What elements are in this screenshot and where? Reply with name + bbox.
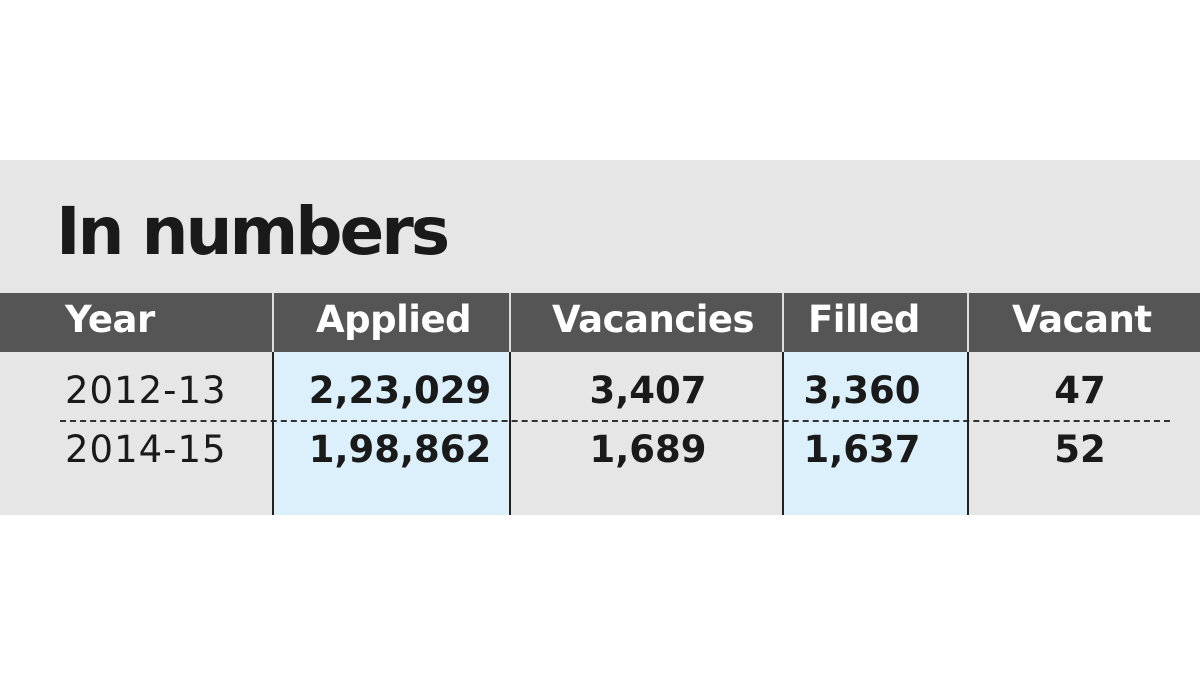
value-cell: 3,407 xyxy=(589,369,707,412)
column-divider xyxy=(782,293,784,515)
value-cell: 1,637 xyxy=(803,428,921,471)
highlight-column xyxy=(273,352,509,515)
year-cell: 2012-13 xyxy=(65,369,227,412)
title: In numbers xyxy=(56,193,450,270)
highlight-column xyxy=(783,352,967,515)
row-divider xyxy=(60,420,1170,422)
column-header: Vacancies xyxy=(552,298,755,341)
header-divider xyxy=(782,293,784,352)
value-cell: 2,23,029 xyxy=(308,369,492,412)
column-header: Vacant xyxy=(1012,298,1152,341)
header-divider xyxy=(272,293,274,352)
header-divider xyxy=(967,293,969,352)
column-divider xyxy=(509,293,511,515)
header-divider xyxy=(509,293,511,352)
column-divider xyxy=(272,293,274,515)
value-cell: 1,98,862 xyxy=(308,428,492,471)
value-cell: 47 xyxy=(1054,369,1106,412)
header-bar xyxy=(0,293,1200,352)
column-header: Filled xyxy=(808,298,920,341)
column-header: Year xyxy=(65,298,155,341)
value-cell: 3,360 xyxy=(803,369,921,412)
year-cell: 2014-15 xyxy=(65,428,227,471)
column-divider xyxy=(967,293,969,515)
column-header: Applied xyxy=(316,298,472,341)
value-cell: 1,689 xyxy=(589,428,707,471)
value-cell: 52 xyxy=(1054,428,1106,471)
